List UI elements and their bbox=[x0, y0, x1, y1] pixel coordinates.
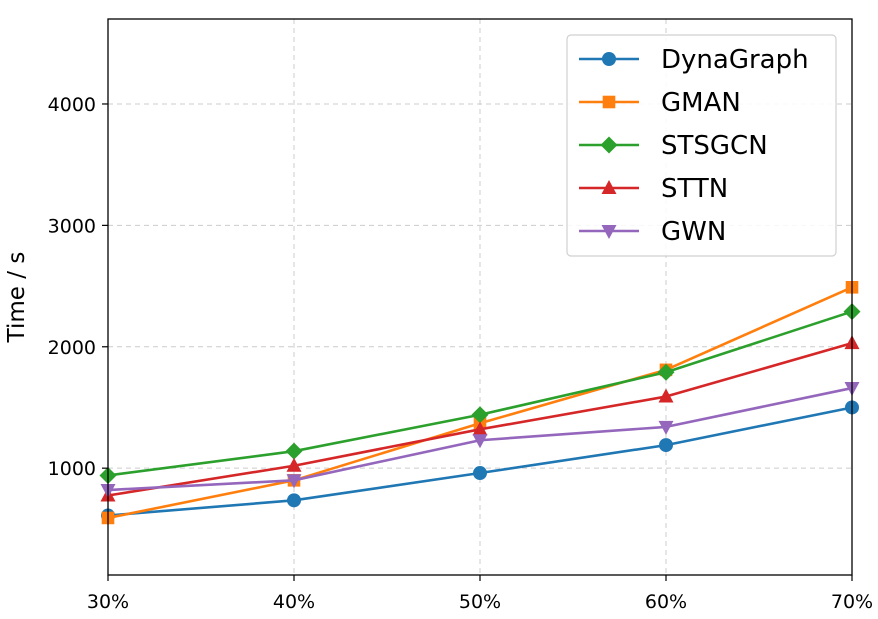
legend-label-dynagraph: DynaGraph bbox=[661, 45, 809, 75]
y-tick-label: 4000 bbox=[48, 94, 96, 116]
legend: DynaGraph GMAN STSGCN STTN GWN bbox=[566, 34, 837, 257]
legend-label-stsgcn: STSGCN bbox=[661, 131, 768, 161]
y-axis-title: Time / s bbox=[4, 252, 30, 344]
legend-marker-stsgcn bbox=[600, 136, 618, 154]
x-tick-label: 40% bbox=[273, 591, 315, 613]
y-tick-label: 3000 bbox=[48, 215, 96, 237]
x-tick-label: 30% bbox=[87, 591, 129, 613]
legend-label-sttn: STTN bbox=[661, 174, 728, 204]
data-point-sttn bbox=[286, 457, 302, 472]
legend-marker-gman bbox=[602, 95, 616, 109]
legend-label-gman: GMAN bbox=[661, 88, 741, 118]
y-tick-label: 1000 bbox=[48, 458, 96, 480]
data-point-sttn bbox=[472, 421, 488, 436]
y-tick-label: 2000 bbox=[48, 337, 96, 359]
data-point-gwn bbox=[286, 474, 302, 489]
data-point-gwn bbox=[472, 434, 488, 449]
axis-ticks: 30% 40% 50% 60% 70% 1000 2000 3000 4000 bbox=[48, 94, 873, 613]
legend-marker-gwn bbox=[601, 225, 617, 239]
legend-label-gwn: GWN bbox=[661, 217, 726, 247]
legend-marker-dynagraph bbox=[602, 52, 616, 66]
legend-box bbox=[566, 34, 837, 257]
legend-marker-sttn bbox=[601, 180, 617, 194]
data-point-gwn bbox=[658, 420, 674, 435]
x-tick-label: 60% bbox=[645, 591, 687, 613]
data-point-stsgcn bbox=[471, 406, 489, 424]
data-point-stsgcn bbox=[285, 442, 303, 460]
x-tick-label: 50% bbox=[459, 591, 501, 613]
data-point-dynagraph bbox=[473, 466, 487, 481]
data-point-dynagraph bbox=[287, 493, 301, 508]
data-point-sttn bbox=[658, 388, 674, 403]
data-point-dynagraph bbox=[659, 438, 673, 453]
x-tick-label: 70% bbox=[831, 591, 873, 613]
data-point-stsgcn bbox=[657, 363, 675, 381]
